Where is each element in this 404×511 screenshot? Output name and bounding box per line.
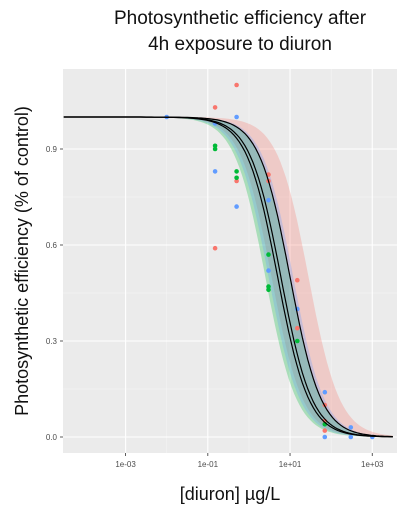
data-point-series-2: [295, 338, 300, 344]
data-point-series-3: [266, 268, 271, 273]
data-point-series-2: [266, 252, 271, 257]
grid-major: [63, 69, 397, 453]
data-point-series-3: [322, 389, 328, 395]
y-tick-label: 0.6: [46, 241, 58, 250]
data-point-series-3: [348, 434, 354, 440]
x-tick-label: 1e+01: [279, 460, 302, 469]
data-point-series-3: [322, 434, 328, 440]
x-axis-ticks: 1e-03 1e-01 1e+01 1e+03: [115, 453, 384, 469]
data-point-series-1: [212, 105, 218, 110]
confidence-band-series-1: [63, 117, 393, 437]
grid-minor: [63, 69, 397, 453]
data-point-series-1: [295, 325, 300, 331]
data-point-series-3: [266, 197, 271, 203]
data-point-series-2: [266, 287, 271, 293]
data-point-series-2: [212, 146, 218, 152]
data-point-series-1: [295, 277, 300, 283]
data-point-series-3: [234, 204, 239, 209]
data-point-series-3: [234, 114, 239, 120]
fitted-curve-series-3: [63, 116, 393, 438]
data-point-series-2: [234, 175, 239, 181]
confidence-bands: [63, 117, 393, 437]
y-axis-ticks: 0.0 0.3 0.6 0.9: [46, 145, 63, 442]
data-point-series-2: [212, 143, 218, 149]
chart-title-line-2: 4h exposure to diuron: [148, 34, 332, 55]
data-point-series-3: [348, 425, 354, 430]
x-tick-label: 1e+03: [361, 460, 384, 469]
data-point-series-2: [266, 284, 271, 289]
x-tick-label: 1e-01: [198, 460, 219, 469]
data-points: [164, 82, 375, 440]
y-axis-label: Photosynthetic efficiency (% of control): [12, 106, 32, 416]
y-tick-label: 0.9: [46, 145, 58, 154]
data-point-series-3: [212, 169, 218, 174]
y-tick-label: 0.0: [46, 433, 58, 442]
x-axis-label: [diuron] µg/L: [180, 484, 280, 504]
fitted-curves: [63, 116, 393, 438]
data-point-series-1: [234, 178, 239, 184]
data-point-series-1: [322, 428, 328, 433]
data-point-series-1: [234, 82, 239, 88]
data-point-series-2: [234, 169, 239, 174]
x-tick-label: 1e-03: [115, 460, 136, 469]
chart-title-line-1: Photosynthetic efficiency after: [114, 8, 367, 29]
data-point-series-1: [212, 245, 218, 251]
y-tick-label: 0.3: [46, 337, 58, 346]
